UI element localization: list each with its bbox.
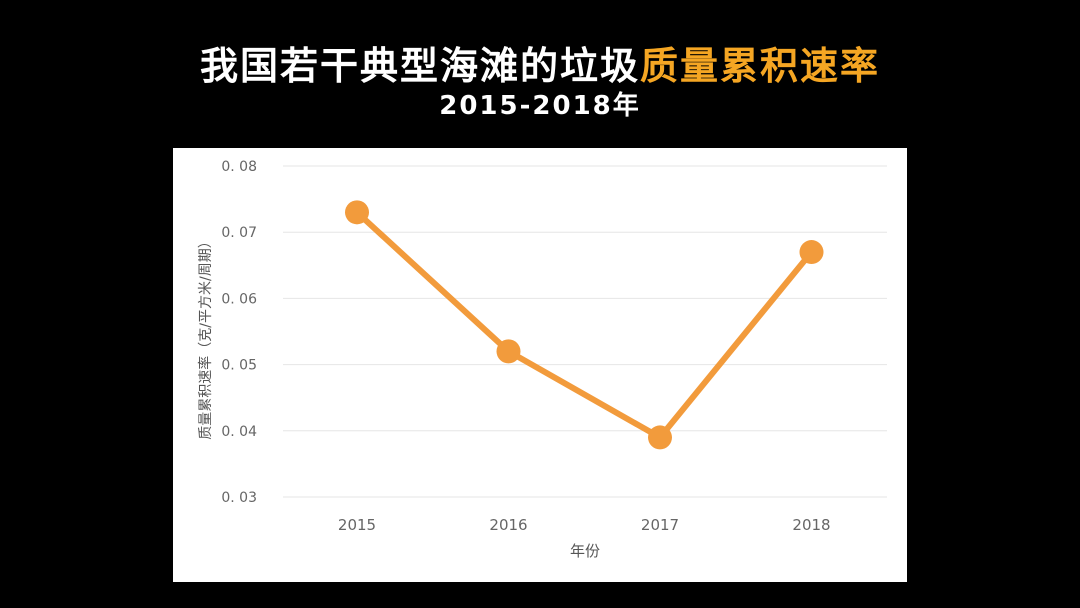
y-tick-label: 0. 04 <box>221 424 257 440</box>
title-main: 我国若干典型海滩的垃圾 <box>199 44 640 88</box>
x-tick-label: 2018 <box>792 516 830 534</box>
x-tick-label: 2015 <box>338 516 376 534</box>
y-tick-label: 0. 03 <box>221 490 257 506</box>
y-tick-label: 0. 08 <box>221 159 257 175</box>
x-tick-label: 2017 <box>641 516 679 534</box>
x-axis-label: 年份 <box>569 542 600 560</box>
page-subtitle: 2015-2018年 <box>439 91 641 121</box>
y-axis-label: 质量累积速率（克/平方米/周期） <box>198 234 214 440</box>
x-tick-label: 2016 <box>489 516 527 534</box>
y-tick-label: 0. 06 <box>221 291 257 307</box>
data-point <box>496 339 521 364</box>
page-title: 我国若干典型海滩的垃圾质量累积速率 <box>0 40 1080 92</box>
line-chart: 0. 03 0. 04 0. 05 0. 06 0. 07 0. 08 2015 2016 20… <box>221 159 887 534</box>
series-line <box>354 209 815 441</box>
data-point <box>799 240 824 265</box>
chart-panel: 0. 03 0. 04 0. 05 0. 06 0. 07 0. 08 2015 2016 20… <box>173 148 907 582</box>
title-highlight: 质量累积速率 <box>640 44 881 88</box>
data-point <box>345 200 369 225</box>
data-point <box>648 425 672 450</box>
y-tick-label: 0. 05 <box>221 358 257 374</box>
y-tick-label: 0. 07 <box>221 225 257 241</box>
